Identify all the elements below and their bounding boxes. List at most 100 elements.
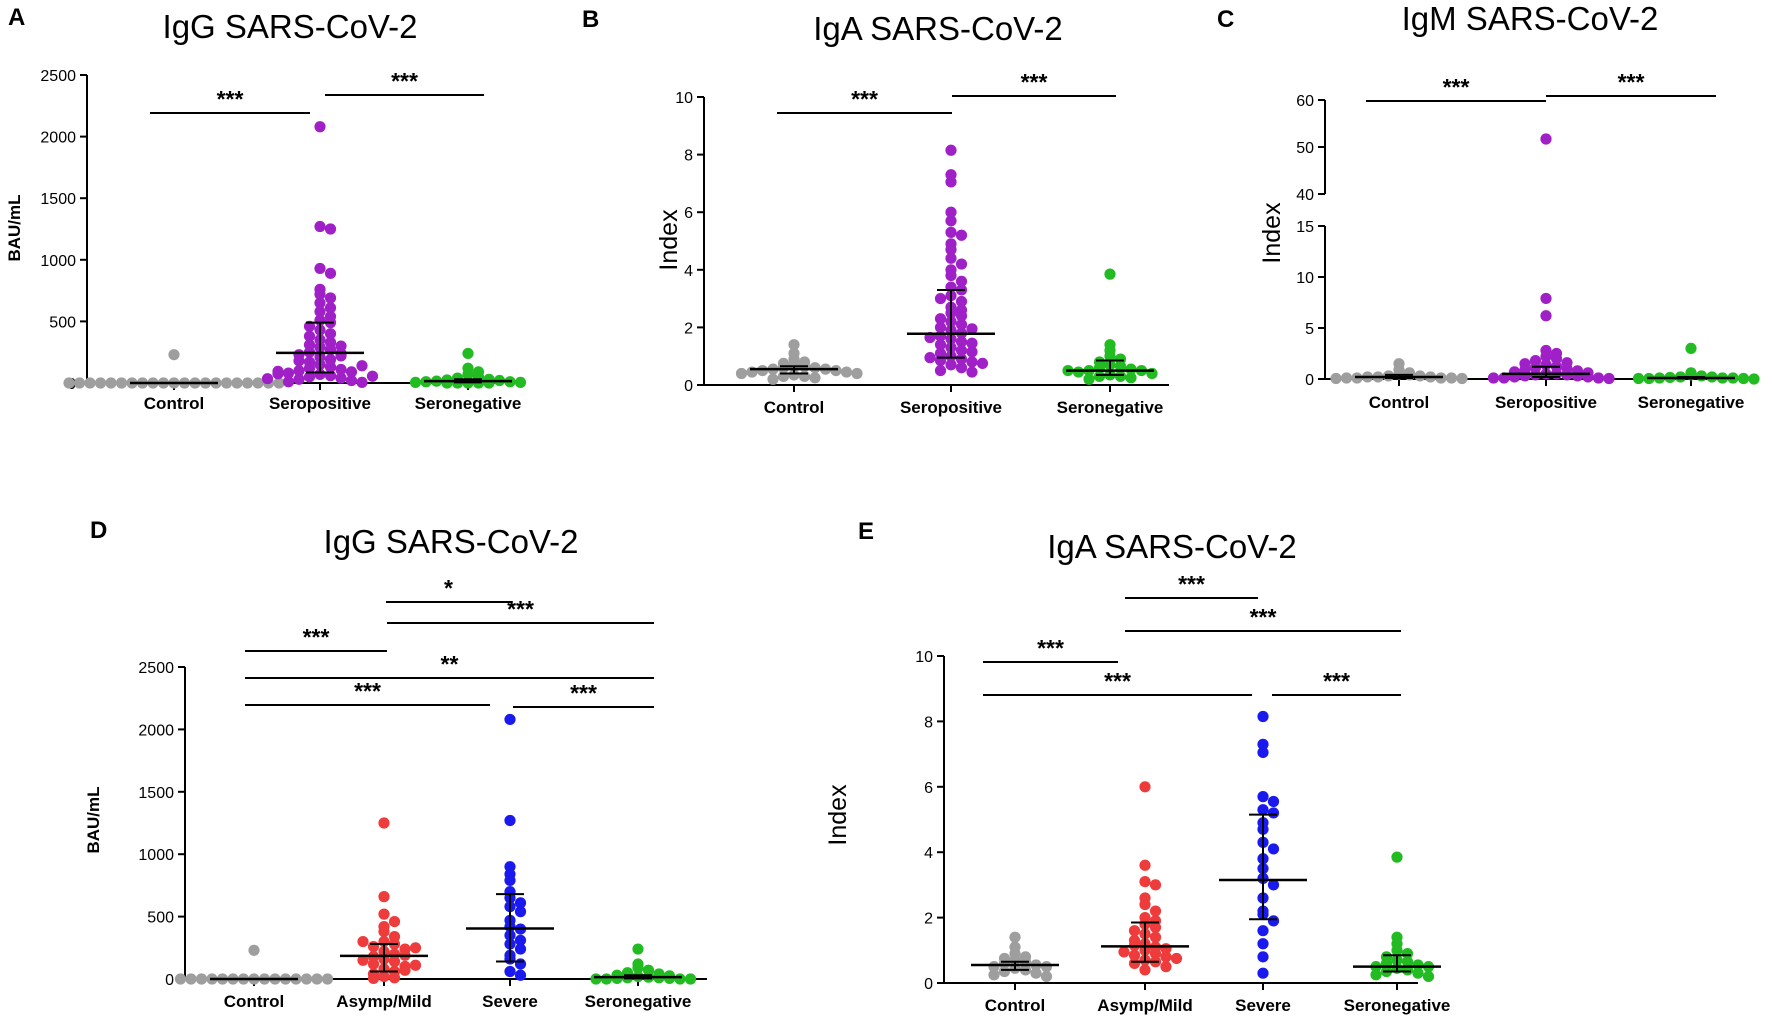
data-point xyxy=(998,965,1011,978)
data-point xyxy=(955,229,968,241)
data-point xyxy=(441,377,453,389)
data-point xyxy=(1370,969,1382,981)
data-point xyxy=(590,973,602,985)
data-point xyxy=(955,304,968,316)
data-point xyxy=(966,346,978,358)
data-point xyxy=(314,297,326,309)
panel-letter: D xyxy=(90,517,107,544)
data-point xyxy=(84,377,96,389)
data-point xyxy=(945,144,957,156)
data-point xyxy=(378,817,390,829)
significance-label: *** xyxy=(1250,604,1277,630)
data-point xyxy=(1128,925,1141,937)
data-point xyxy=(777,370,790,382)
data-point xyxy=(303,362,316,374)
data-point xyxy=(600,973,613,985)
panel-e: E IgA SARS-CoV-2 Index 0 2 4 6 8 10 Control Asymp/… xyxy=(824,518,1450,1015)
data-point xyxy=(1267,879,1280,891)
data-point xyxy=(324,361,337,373)
y-axis-label: BAU/mL xyxy=(5,194,24,261)
data-point xyxy=(303,330,316,342)
data-point xyxy=(1139,859,1151,871)
y-tick-label: 1500 xyxy=(138,785,174,802)
data-point xyxy=(1149,905,1162,917)
significance-label: *** xyxy=(354,678,381,704)
significance-label: ** xyxy=(441,651,459,677)
data-point xyxy=(504,713,516,726)
data-point xyxy=(1009,931,1021,943)
data-point xyxy=(63,377,75,389)
data-point xyxy=(955,362,968,374)
chart-title: IgA SARS-CoV-2 xyxy=(1047,528,1296,565)
data-point xyxy=(514,943,527,955)
data-point xyxy=(1257,951,1269,963)
y-tick-label: 10 xyxy=(1296,270,1314,287)
data-point xyxy=(840,366,853,378)
data-point xyxy=(357,935,369,948)
data-point xyxy=(1040,961,1053,973)
y-axis-label: Index xyxy=(1258,202,1286,264)
data-point xyxy=(514,969,527,981)
y-tick-label: 10 xyxy=(915,649,933,666)
data-point xyxy=(684,973,697,985)
data-point xyxy=(1592,372,1605,384)
data-point xyxy=(314,288,326,300)
data-point xyxy=(514,906,527,918)
data-point xyxy=(1160,943,1172,955)
data-point xyxy=(955,318,968,331)
data-point xyxy=(1391,851,1403,863)
data-point xyxy=(934,354,947,367)
data-point xyxy=(105,377,117,389)
data-point xyxy=(409,376,422,388)
data-point xyxy=(356,360,368,372)
data-point xyxy=(767,373,779,385)
data-point xyxy=(632,943,644,955)
data-point xyxy=(1009,954,1021,966)
data-point xyxy=(1401,947,1414,960)
data-point xyxy=(1257,938,1269,950)
data-point xyxy=(1498,372,1510,384)
data-point xyxy=(293,373,305,385)
panel-letter: A xyxy=(8,4,25,31)
significance-label: *** xyxy=(570,680,597,706)
data-point xyxy=(1125,372,1137,384)
data-point xyxy=(955,353,968,365)
y-tick-label: 2500 xyxy=(40,68,76,85)
data-point xyxy=(1412,967,1424,979)
data-point xyxy=(934,365,947,377)
data-point xyxy=(115,377,128,389)
data-point xyxy=(1072,366,1085,378)
data-point xyxy=(1340,372,1353,384)
y-tick-label: 6 xyxy=(684,205,693,222)
data-point xyxy=(514,376,527,388)
data-point xyxy=(1139,876,1151,888)
significance-label: *** xyxy=(1618,69,1645,95)
data-point xyxy=(399,964,411,976)
data-point xyxy=(1540,133,1552,145)
data-point xyxy=(1149,947,1162,960)
data-point xyxy=(1104,268,1116,280)
data-point xyxy=(504,814,516,827)
data-point xyxy=(1267,915,1280,927)
data-point xyxy=(345,366,358,378)
data-point xyxy=(966,356,978,368)
data-point xyxy=(955,275,968,287)
x-tick-label: Asymp/Mild xyxy=(1097,996,1192,1015)
data-point xyxy=(788,339,800,351)
y-tick-label: 5 xyxy=(1305,321,1314,338)
data-point xyxy=(1519,370,1531,382)
data-point xyxy=(241,377,254,389)
data-point xyxy=(324,267,337,279)
data-point xyxy=(504,965,516,978)
significance-label: *** xyxy=(391,68,418,94)
data-point xyxy=(504,874,516,887)
data-point xyxy=(1571,370,1584,382)
data-point xyxy=(293,355,305,367)
data-point xyxy=(1104,350,1116,362)
y-tick-label: 10 xyxy=(675,90,693,107)
data-point xyxy=(220,377,233,389)
data-point xyxy=(945,252,957,264)
y-tick-label: 2 xyxy=(924,911,933,928)
data-point xyxy=(1125,363,1137,375)
y-tick-label: 0 xyxy=(165,972,174,989)
